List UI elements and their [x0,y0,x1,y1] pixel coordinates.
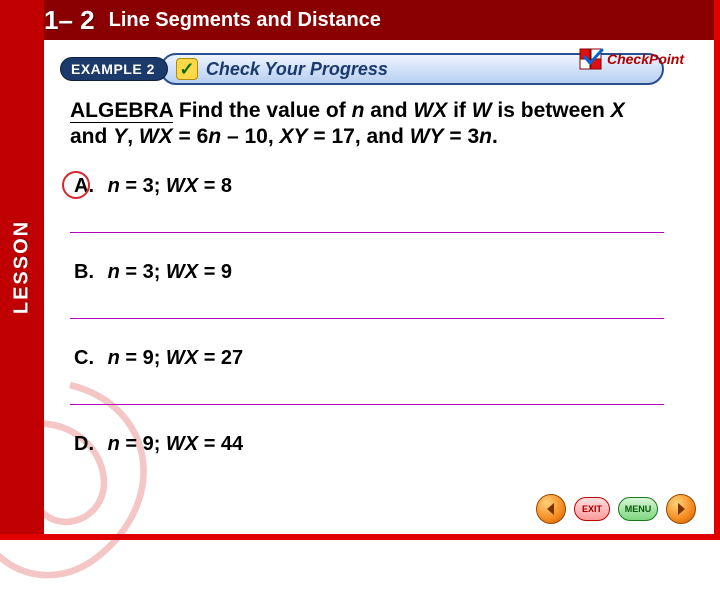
content-area: ALGEBRA Find the value of n and WX if W … [70,98,664,494]
choice-letter: D. [74,433,94,455]
choice-divider [70,318,664,319]
choice-list: A. n = 3; WX = 8 B. n = 3; WX = 9 C. n =… [70,175,664,456]
prev-button[interactable] [536,494,566,524]
choice-b[interactable]: B. n = 3; WX = 9 [70,261,664,284]
checkmark-icon: ✓ [176,58,198,80]
choice-divider [70,232,664,233]
nav-controls: EXIT MENU [536,494,696,524]
lesson-vertical-label: LESSON [6,14,38,520]
section-title: Line Segments and Distance [109,9,381,32]
slide-frame: LESSON 1– 2 Line Segments and Distance E… [0,0,720,540]
checkpoint-label: CheckPoint [607,51,684,67]
menu-button[interactable]: MENU [618,497,658,521]
choice-divider [70,404,664,405]
choice-text: n = 3; WX = 9 [108,261,233,283]
choice-letter: A. [74,175,94,197]
choice-letter: B. [74,261,94,283]
section-number: 1– 2 [44,5,95,36]
choice-text: n = 9; WX = 27 [108,347,244,369]
exit-button[interactable]: EXIT [574,497,610,521]
arrow-right-icon [674,502,688,516]
choice-a[interactable]: A. n = 3; WX = 8 [70,175,664,198]
example-pill: EXAMPLE 2 [60,57,168,81]
arrow-left-icon [544,502,558,516]
checkpoint-icon [579,48,605,70]
choice-text: n = 9; WX = 44 [108,433,244,455]
next-button[interactable] [666,494,696,524]
checkpoint-badge: CheckPoint [579,48,684,70]
example-label: EXAMPLE 2 [71,61,155,77]
question-text: ALGEBRA Find the value of n and WX if W … [70,98,664,151]
lesson-vertical-text: LESSON [11,220,34,314]
choice-c[interactable]: C. n = 9; WX = 27 [70,347,664,370]
choice-d[interactable]: D. n = 9; WX = 44 [70,433,664,456]
question-lead: ALGEBRA [70,99,173,123]
progress-banner: EXAMPLE 2 ✓ Check Your Progress [60,52,664,86]
choice-letter: C. [74,347,94,369]
check-progress-label: Check Your Progress [206,59,388,80]
lesson-rail: LESSON [0,0,44,534]
top-bar: 1– 2 Line Segments and Distance [0,0,714,40]
choice-text: n = 3; WX = 8 [108,175,233,197]
